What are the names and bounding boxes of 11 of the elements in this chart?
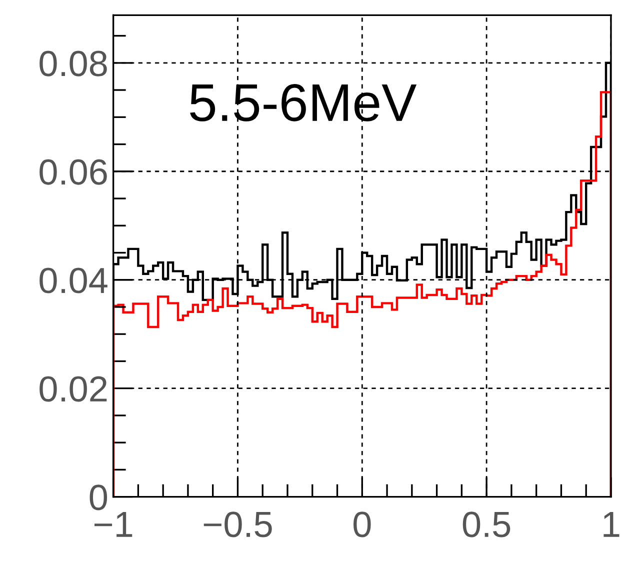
x-tick-label: 1 xyxy=(604,512,620,537)
y-tick-label: 0.04 xyxy=(40,268,108,294)
annotation: 5.5-6MeV xyxy=(190,84,417,122)
x-tick-label: 0.5 xyxy=(462,512,510,538)
x-tick-label: 0 xyxy=(354,512,371,538)
x-tick-label: −1 xyxy=(94,512,132,537)
y-tick-label: 0 xyxy=(90,484,108,510)
y-tick-label: 0.06 xyxy=(40,159,107,185)
y-tick-label: 0.02 xyxy=(40,376,107,402)
x-tick-label: −0.5 xyxy=(204,512,272,538)
y-tick-label: 0.08 xyxy=(40,50,107,76)
